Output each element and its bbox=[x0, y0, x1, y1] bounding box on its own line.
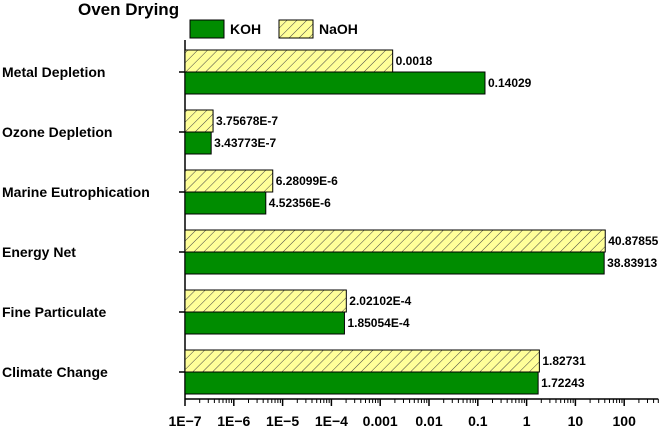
chart-title: Oven Drying bbox=[78, 0, 179, 19]
x-tick-label: 0.01 bbox=[415, 413, 442, 429]
value-label: 40.87855 bbox=[608, 234, 658, 248]
value-label: 3.43773E-7 bbox=[214, 136, 276, 150]
legend-label: KOH bbox=[230, 21, 261, 37]
category-label: Climate Change bbox=[2, 364, 108, 380]
value-label: 1.85054E-4 bbox=[347, 316, 409, 330]
naoh-bar bbox=[184, 289, 347, 313]
legend-label: NaOH bbox=[319, 21, 358, 37]
value-label: 38.83913 bbox=[607, 256, 657, 270]
naoh-bar bbox=[184, 229, 606, 253]
x-tick-label: 100 bbox=[613, 413, 637, 429]
category-label: Fine Particulate bbox=[2, 304, 106, 320]
x-tick-label: 10 bbox=[568, 413, 584, 429]
category-label: Metal Depletion bbox=[2, 64, 105, 80]
x-tick-label: 0.001 bbox=[363, 413, 398, 429]
legend-swatch-koh bbox=[189, 19, 225, 39]
koh-bar bbox=[184, 191, 267, 215]
legend-swatch-naoh bbox=[278, 19, 314, 39]
category-label: Energy Net bbox=[2, 244, 76, 260]
koh-bar bbox=[184, 371, 539, 395]
x-tick-label: 1E−5 bbox=[266, 413, 299, 429]
x-tick-label: 1E−4 bbox=[315, 413, 348, 429]
koh-bar bbox=[184, 131, 212, 155]
category-label: Ozone Depletion bbox=[2, 124, 112, 140]
value-label: 0.0018 bbox=[396, 54, 433, 68]
koh-bar bbox=[184, 71, 486, 95]
legend: KOH NaOH bbox=[189, 19, 358, 39]
value-label: 2.02102E-4 bbox=[349, 294, 411, 308]
value-label: 1.72243 bbox=[541, 376, 585, 390]
x-tick-label: 0.1 bbox=[468, 413, 488, 429]
naoh-bar bbox=[184, 49, 394, 73]
x-tick-label: 1E−6 bbox=[217, 413, 250, 429]
value-label: 3.75678E-7 bbox=[216, 114, 278, 128]
naoh-bar bbox=[184, 349, 540, 373]
value-label: 6.28099E-6 bbox=[276, 174, 338, 188]
value-label: 1.82731 bbox=[542, 354, 586, 368]
naoh-bar bbox=[184, 169, 274, 193]
x-tick-label: 1E−7 bbox=[168, 413, 201, 429]
naoh-bar bbox=[184, 109, 214, 133]
plot-area: 1E−7 1E−6 1E−5 1E−4 0.001 0.01 0.1 1 10 100 Metal … bbox=[2, 40, 659, 429]
value-label: 0.14029 bbox=[488, 76, 532, 90]
koh-bar bbox=[184, 311, 345, 335]
value-label: 4.52356E-6 bbox=[269, 196, 331, 210]
category-label: Marine Eutrophication bbox=[2, 184, 150, 200]
x-tick-label: 1 bbox=[523, 413, 531, 429]
koh-bar bbox=[184, 251, 605, 275]
